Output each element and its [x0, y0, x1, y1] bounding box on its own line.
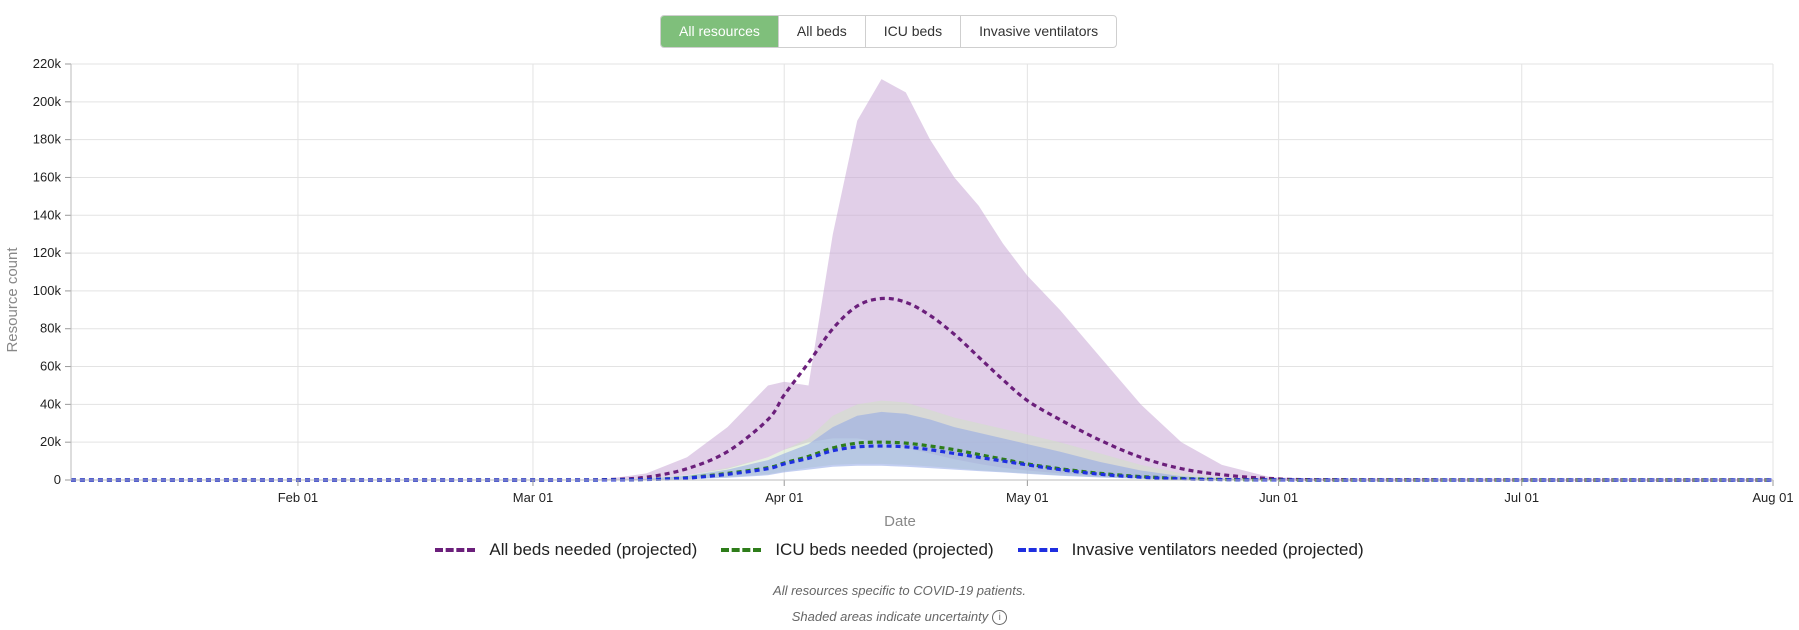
y-tick-label: 20k — [40, 434, 61, 449]
legend-item-ventilators[interactable]: Invasive ventilators needed (projected) — [1017, 540, 1364, 560]
x-tick-label: Jun 01 — [1259, 490, 1298, 505]
resource-chart: 0 20k 40k 60k 80k 100k 120k 140k 160k 180k 200k 220… — [4, 56, 1794, 530]
y-tick-label: 120k — [33, 245, 62, 260]
x-tick-label: May 01 — [1006, 490, 1049, 505]
chart-legend: All beds needed (projected) ICU beds nee… — [0, 540, 1799, 560]
legend-item-all-beds[interactable]: All beds needed (projected) — [435, 540, 697, 560]
legend-label-ventilators: Invasive ventilators needed (projected) — [1071, 540, 1364, 559]
y-tick-label: 80k — [40, 321, 61, 336]
footnote-resources: All resources specific to COVID-19 patie… — [773, 583, 1026, 598]
legend-item-icu-beds[interactable]: ICU beds needed (projected) — [721, 540, 994, 560]
x-tick-label: Jul 01 — [1504, 490, 1539, 505]
x-tick-label: Feb 01 — [278, 490, 318, 505]
chart-notes: All resources specific to COVID-19 patie… — [0, 578, 1799, 630]
resource-tabs: All resources All beds ICU beds Invasive… — [660, 15, 1118, 48]
footnote-uncertainty-row: Shaded areas indicate uncertainty i — [0, 604, 1799, 630]
y-tick-label: 0 — [54, 472, 61, 487]
x-tick-label: Aug 01 — [1752, 490, 1793, 505]
x-tick-label: Apr 01 — [765, 490, 803, 505]
y-tick-label: 180k — [33, 132, 62, 147]
tab-invasive-ventilators[interactable]: Invasive ventilators — [979, 23, 1099, 39]
tab-all-beds[interactable]: All beds — [779, 16, 866, 47]
y-tick-label: 220k — [33, 56, 62, 71]
chart-axes: 0 20k 40k 60k 80k 100k 120k 140k 160k 180k 200k 220… — [33, 56, 1794, 505]
legend-swatch-icu-beds — [721, 548, 762, 552]
x-axis-title: Date — [884, 513, 916, 530]
uncertainty-band-0 — [71, 79, 1773, 480]
info-icon[interactable]: i — [992, 610, 1008, 626]
footnote-uncertainty: Shaded areas indicate uncertainty — [791, 609, 989, 624]
y-tick-label: 160k — [33, 169, 62, 184]
series-line-1 — [71, 440, 1773, 482]
legend-swatch-ventilators — [1017, 548, 1058, 552]
y-tick-label: 60k — [40, 359, 61, 374]
x-tick-label: Mar 01 — [513, 490, 553, 505]
legend-label-all-beds: All beds needed (projected) — [489, 540, 698, 559]
series-line-0 — [71, 296, 1774, 482]
y-tick-label: 100k — [33, 283, 62, 298]
y-axis-title: Resource count — [4, 247, 21, 353]
legend-label-icu-beds: ICU beds needed (projected) — [775, 540, 994, 559]
tab-all-resources[interactable]: All resources — [661, 16, 779, 47]
tab-icu-beds[interactable]: ICU beds — [866, 16, 962, 47]
y-tick-label: 140k — [33, 207, 62, 222]
y-tick-label: 40k — [40, 396, 61, 411]
legend-swatch-all-beds — [435, 548, 476, 552]
y-tick-label: 200k — [33, 94, 62, 109]
